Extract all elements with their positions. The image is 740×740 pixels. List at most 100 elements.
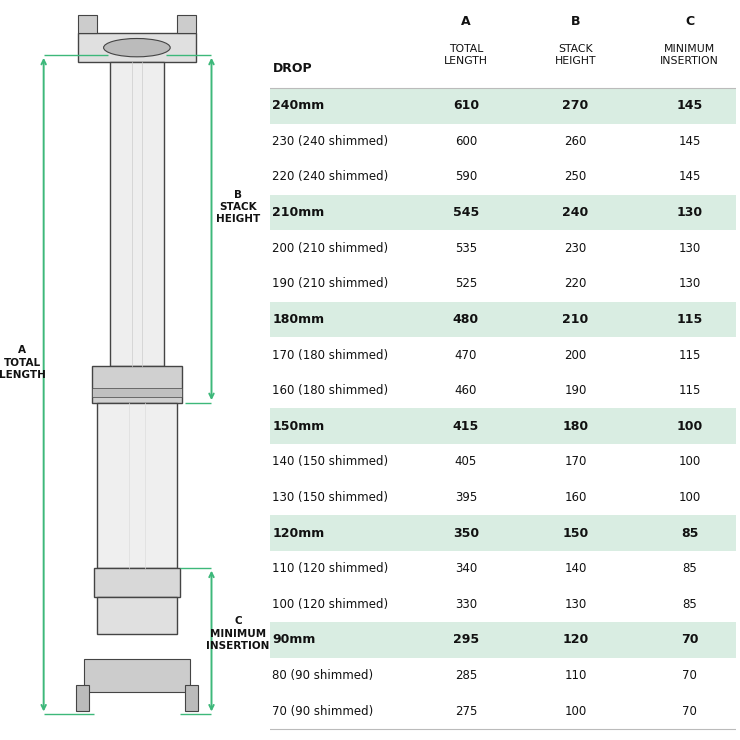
Text: 130: 130 [679, 278, 701, 290]
Text: A
TOTAL
LENGTH: A TOTAL LENGTH [0, 346, 46, 380]
Text: 545: 545 [453, 206, 479, 219]
Text: 200 (210 shimmed): 200 (210 shimmed) [272, 242, 388, 255]
Text: 145: 145 [676, 99, 703, 112]
FancyBboxPatch shape [78, 33, 195, 62]
Text: 130 (150 shimmed): 130 (150 shimmed) [272, 491, 388, 504]
Text: 130: 130 [565, 598, 587, 610]
Text: MINIMUM
INSERTION: MINIMUM INSERTION [660, 44, 719, 66]
Text: 145: 145 [679, 135, 701, 148]
Text: 590: 590 [455, 170, 477, 184]
Text: 130: 130 [676, 206, 703, 219]
Text: 170 (180 shimmed): 170 (180 shimmed) [272, 349, 388, 362]
Text: 85: 85 [682, 562, 697, 575]
Text: 190 (210 shimmed): 190 (210 shimmed) [272, 278, 388, 290]
Text: 295: 295 [453, 633, 479, 647]
Text: 100: 100 [565, 704, 587, 718]
Text: 260: 260 [565, 135, 587, 148]
Text: 480: 480 [453, 313, 479, 326]
Text: 210mm: 210mm [272, 206, 325, 219]
Text: 160 (180 shimmed): 160 (180 shimmed) [272, 384, 388, 397]
Text: 170: 170 [565, 455, 587, 468]
Text: 200: 200 [565, 349, 587, 362]
Bar [84, 659, 190, 693]
Bar [78, 15, 97, 33]
Text: STACK
HEIGHT: STACK HEIGHT [555, 44, 596, 66]
Text: 230 (240 shimmed): 230 (240 shimmed) [272, 135, 388, 148]
Text: 115: 115 [676, 313, 703, 326]
Text: 470: 470 [454, 349, 477, 362]
Text: 140: 140 [565, 562, 587, 575]
Text: 220: 220 [565, 278, 587, 290]
Text: C
MINIMUM
INSERTION: C MINIMUM INSERTION [206, 616, 270, 651]
Text: B
STACK
HEIGHT: B STACK HEIGHT [216, 189, 260, 224]
Text: 140 (150 shimmed): 140 (150 shimmed) [272, 455, 388, 468]
Text: 190: 190 [565, 384, 587, 397]
Bar [177, 15, 195, 33]
Bar [110, 62, 164, 366]
Text: 85: 85 [681, 527, 699, 539]
Text: 120: 120 [562, 633, 588, 647]
Bar [270, 515, 736, 551]
Text: 85: 85 [682, 598, 697, 610]
Text: 210: 210 [562, 313, 588, 326]
Text: 145: 145 [679, 170, 701, 184]
Text: 120mm: 120mm [272, 527, 325, 539]
Text: 230: 230 [565, 242, 587, 255]
Bar [270, 622, 736, 658]
Text: 535: 535 [455, 242, 477, 255]
Text: 405: 405 [455, 455, 477, 468]
Text: DROP: DROP [272, 61, 312, 75]
Text: 90mm: 90mm [272, 633, 316, 647]
Text: 240: 240 [562, 206, 588, 219]
Bar [92, 388, 182, 397]
Text: 270: 270 [562, 99, 588, 112]
Text: 110 (120 shimmed): 110 (120 shimmed) [272, 562, 388, 575]
Text: 180mm: 180mm [272, 313, 325, 326]
Bar [92, 366, 182, 403]
Text: 150mm: 150mm [272, 420, 325, 433]
Bar [94, 568, 180, 597]
Bar [270, 195, 736, 230]
Text: 80 (90 shimmed): 80 (90 shimmed) [272, 669, 374, 682]
Text: 70: 70 [682, 669, 697, 682]
Ellipse shape [104, 38, 170, 57]
Text: 600: 600 [455, 135, 477, 148]
Text: 350: 350 [453, 527, 479, 539]
Text: 70: 70 [682, 704, 697, 718]
Bar [97, 597, 177, 633]
Bar [75, 685, 89, 710]
Text: 275: 275 [454, 704, 477, 718]
Text: A: A [461, 15, 471, 27]
Bar [270, 88, 736, 124]
Text: 100: 100 [679, 491, 701, 504]
Text: 395: 395 [455, 491, 477, 504]
Text: 150: 150 [562, 527, 588, 539]
Text: 250: 250 [565, 170, 587, 184]
Text: 610: 610 [453, 99, 479, 112]
Text: 525: 525 [455, 278, 477, 290]
Bar [270, 302, 736, 337]
Text: 460: 460 [454, 384, 477, 397]
Text: 240mm: 240mm [272, 99, 325, 112]
Text: TOTAL
LENGTH: TOTAL LENGTH [444, 44, 488, 66]
Text: 100: 100 [676, 420, 703, 433]
Bar [185, 685, 198, 710]
Bar [97, 403, 177, 568]
Text: B: B [571, 15, 580, 27]
Text: 180: 180 [562, 420, 588, 433]
Text: 340: 340 [455, 562, 477, 575]
Text: 330: 330 [455, 598, 477, 610]
Text: 220 (240 shimmed): 220 (240 shimmed) [272, 170, 388, 184]
Bar [270, 408, 736, 444]
Text: 415: 415 [453, 420, 479, 433]
Text: 100 (120 shimmed): 100 (120 shimmed) [272, 598, 388, 610]
Text: 100: 100 [679, 455, 701, 468]
Text: 70: 70 [681, 633, 699, 647]
Text: 115: 115 [679, 384, 701, 397]
Text: 115: 115 [679, 349, 701, 362]
Text: 70 (90 shimmed): 70 (90 shimmed) [272, 704, 374, 718]
Text: 110: 110 [565, 669, 587, 682]
Text: 285: 285 [455, 669, 477, 682]
Text: 160: 160 [565, 491, 587, 504]
Text: 130: 130 [679, 242, 701, 255]
